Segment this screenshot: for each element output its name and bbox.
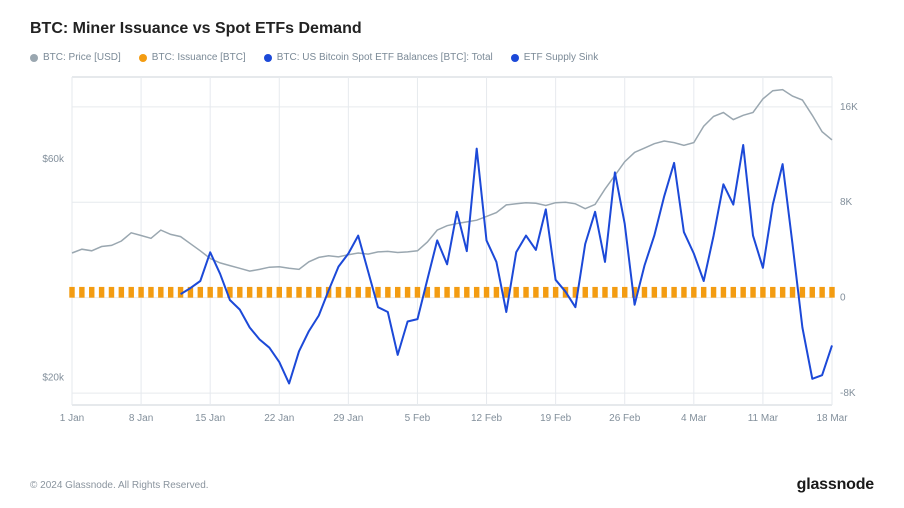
legend-item-etf-balances: BTC: US Bitcoin Spot ETF Balances [BTC]:…: [264, 52, 493, 63]
svg-text:4 Mar: 4 Mar: [681, 413, 707, 424]
copyright-text: © 2024 Glassnode. All Rights Reserved.: [30, 480, 209, 491]
svg-text:5 Feb: 5 Feb: [405, 413, 431, 424]
chart-frame: BTC: Miner Issuance vs Spot ETFs Demand …: [0, 0, 904, 508]
svg-text:8 Jan: 8 Jan: [129, 413, 153, 424]
svg-text:11 Mar: 11 Mar: [748, 413, 779, 424]
svg-text:12 Feb: 12 Feb: [471, 413, 503, 424]
svg-text:$60k: $60k: [42, 154, 65, 165]
legend-label-issuance: BTC: Issuance [BTC]: [152, 52, 246, 63]
svg-text:-8K: -8K: [840, 388, 856, 399]
legend-dot-etf-balances: [264, 54, 272, 62]
svg-text:15 Jan: 15 Jan: [195, 413, 225, 424]
svg-text:29 Jan: 29 Jan: [333, 413, 363, 424]
footer: © 2024 Glassnode. All Rights Reserved. g…: [30, 476, 874, 494]
svg-text:22 Jan: 22 Jan: [264, 413, 294, 424]
legend-dot-etf-sink: [511, 54, 519, 62]
svg-text:18 Mar: 18 Mar: [816, 413, 848, 424]
legend-label-etf-balances: BTC: US Bitcoin Spot ETF Balances [BTC]:…: [277, 52, 493, 63]
legend-dot-price: [30, 54, 38, 62]
legend-item-issuance: BTC: Issuance [BTC]: [139, 52, 246, 63]
legend-item-price: BTC: Price [USD]: [30, 52, 121, 63]
svg-text:26 Feb: 26 Feb: [609, 413, 641, 424]
svg-text:16K: 16K: [840, 102, 858, 113]
svg-text:0: 0: [840, 293, 846, 304]
legend: BTC: Price [USD] BTC: Issuance [BTC] BTC…: [30, 52, 874, 63]
legend-item-etf-sink: ETF Supply Sink: [511, 52, 598, 63]
chart-svg: 1 Jan 8 Jan 15 Jan 22 Jan 29 Jan 5 Feb 12 Feb 1…: [30, 71, 874, 431]
chart-title: BTC: Miner Issuance vs Spot ETFs Demand: [30, 20, 874, 38]
legend-label-price: BTC: Price [USD]: [43, 52, 121, 63]
legend-dot-issuance: [139, 54, 147, 62]
chart-plot-area: 1 Jan 8 Jan 15 Jan 22 Jan 29 Jan 5 Feb 12 Feb 1…: [30, 71, 874, 431]
brand-logo: glassnode: [797, 476, 874, 494]
svg-text:19 Feb: 19 Feb: [540, 413, 572, 424]
svg-text:1 Jan: 1 Jan: [60, 413, 84, 424]
svg-text:8K: 8K: [840, 197, 853, 208]
legend-label-etf-sink: ETF Supply Sink: [524, 52, 598, 63]
svg-text:$20k: $20k: [42, 373, 65, 384]
